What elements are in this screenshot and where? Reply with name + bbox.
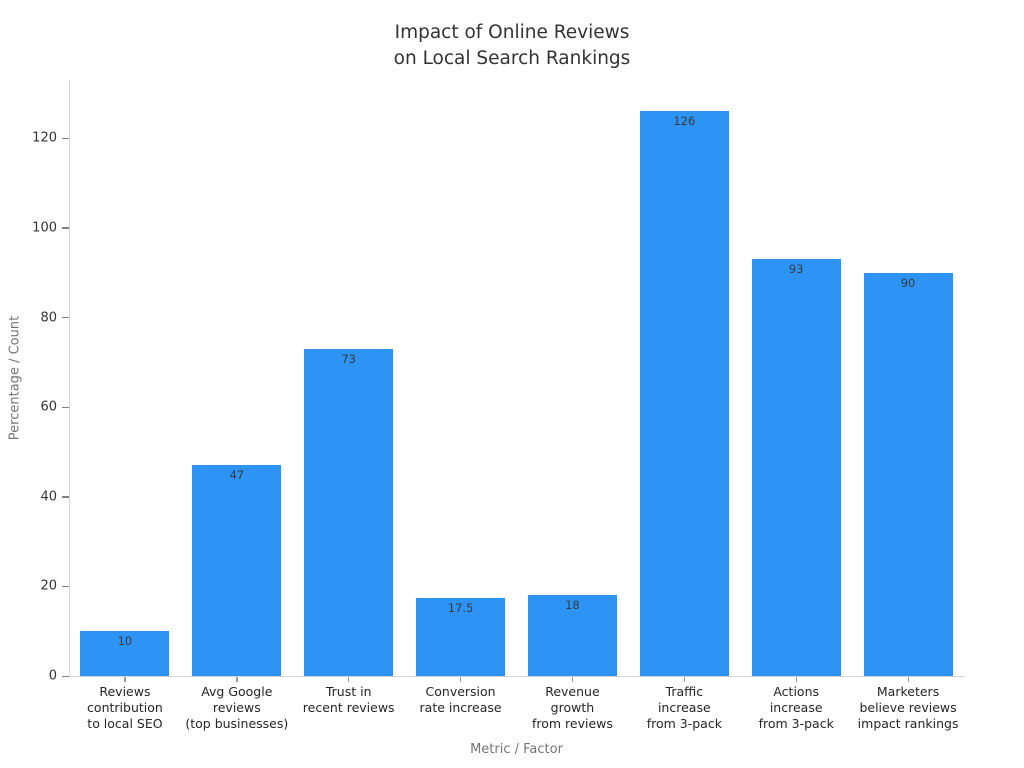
bar: 17.5 (416, 597, 506, 676)
bar: 93 (751, 259, 841, 676)
y-tick-mark (62, 137, 69, 140)
bar: 90 (863, 272, 953, 676)
bar-value-label: 93 (788, 262, 804, 277)
x-tick-label: Reviews contribution to local SEO (87, 684, 163, 732)
y-axis-label: Percentage / Count (7, 315, 23, 441)
x-tick-label-line: reviews (212, 700, 261, 715)
x-tick-label-line: from 3-pack (646, 716, 722, 731)
x-tick-label-line: (top businesses) (185, 716, 289, 731)
bar: 10 (80, 631, 170, 676)
x-tick-label: Conversion rate increase (420, 684, 502, 716)
y-tick-mark (62, 317, 69, 319)
plot-area (69, 80, 965, 677)
bar-value-label: 73 (341, 351, 356, 366)
x-tick-mark (907, 677, 909, 682)
y-tick-mark (62, 227, 69, 229)
x-tick-label-line: Avg Google (201, 684, 273, 699)
bar-value-label: 17.5 (447, 600, 474, 615)
x-tick-label-line: Revenue (545, 684, 600, 699)
bar-value-label: 90 (900, 275, 916, 290)
y-tick-mark (62, 585, 69, 588)
x-tick-label-line: from reviews (531, 716, 613, 731)
x-tick-label-line: rate increase (419, 700, 502, 715)
x-tick-label: Trust in recent reviews (303, 684, 395, 716)
bar: 18 (527, 595, 617, 676)
bar: 47 (192, 465, 282, 676)
x-axis-label: Metric / Factor (470, 742, 563, 757)
x-tick-label-line: to local SEO (87, 716, 163, 731)
x-tick-mark (571, 677, 574, 682)
x-tick-label-line: from 3-pack (758, 716, 834, 731)
y-tick-mark (62, 406, 69, 408)
x-tick-mark (236, 677, 238, 682)
y-tick-label: 60 (40, 399, 57, 415)
x-tick-label-line: Conversion (425, 684, 496, 699)
y-tick-label: 120 (32, 130, 57, 146)
bar-value-label: 18 (565, 598, 580, 613)
bar: 126 (639, 111, 729, 676)
x-tick-mark (683, 677, 686, 682)
x-tick-label-line: Marketers (876, 684, 940, 699)
x-tick-label: Actions increase from 3-pack (759, 684, 834, 732)
x-tick-mark (460, 677, 462, 682)
y-tick-mark (62, 675, 69, 677)
x-tick-label-line: Traffic (665, 684, 704, 699)
y-tick-label: 80 (40, 310, 57, 325)
bar: 73 (304, 348, 394, 676)
chart-title-line-1: Impact of Online Reviews (394, 22, 630, 43)
bar-value-label: 47 (229, 468, 245, 483)
x-tick-label-line: Trust in (325, 684, 372, 699)
x-tick-label: Revenue growth from reviews (532, 684, 613, 732)
y-tick-label: 20 (40, 578, 57, 594)
x-tick-label-line: believe reviews (859, 700, 957, 715)
y-tick-label: 0 (48, 668, 57, 684)
x-tick-label-line: increase (657, 700, 711, 715)
x-tick-mark (348, 677, 350, 682)
x-tick-label-line: Actions (773, 684, 820, 699)
x-tick-mark (795, 677, 797, 682)
y-tick-label: 100 (32, 220, 57, 236)
chart-title-line-2: on Local Search Rankings (393, 48, 631, 69)
x-tick-label-line: contribution (87, 700, 163, 715)
x-tick-label-line: growth (550, 700, 595, 715)
bar-value-label: 10 (117, 634, 133, 649)
x-tick-label-line: impact rankings (857, 716, 959, 731)
chart-title: Impact of Online Reviews on Local Search… (0, 20, 1024, 72)
x-tick-label-line: increase (769, 700, 823, 715)
x-tick-label-line: Reviews (99, 684, 151, 699)
x-tick-mark (124, 677, 126, 682)
bar-value-label: 126 (673, 114, 696, 129)
y-tick-mark (62, 496, 69, 498)
x-tick-label: Traffic increase from 3-pack (647, 684, 722, 732)
y-tick-label: 40 (40, 489, 57, 505)
x-tick-label: Marketers believe reviews impact rankings (858, 684, 959, 732)
x-tick-label-line: recent reviews (302, 700, 395, 715)
x-tick-label: Avg Google reviews (top businesses) (185, 684, 288, 732)
